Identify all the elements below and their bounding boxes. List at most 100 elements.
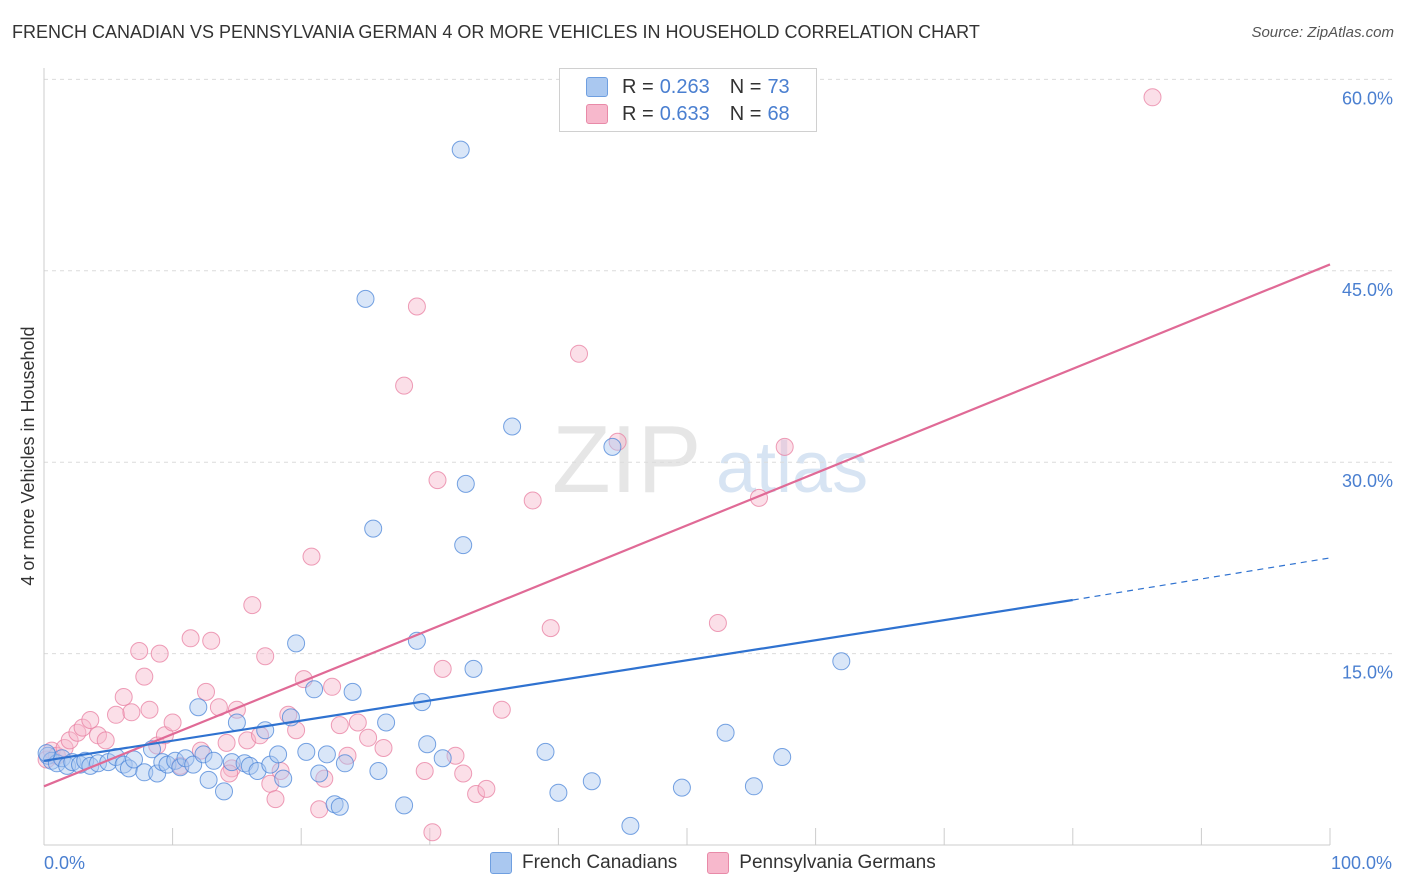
pennsylvania-german-point bbox=[570, 344, 588, 363]
stats-legend: R = 0.263 N = 73 R = 0.633 N = 68 bbox=[559, 68, 817, 132]
french-canadian-point bbox=[148, 764, 167, 783]
watermark: ZIP atlas bbox=[552, 406, 868, 513]
french-canadian-point bbox=[135, 763, 154, 782]
french-canadian-point bbox=[227, 713, 246, 732]
pennsylvania-german-point bbox=[359, 728, 378, 747]
x-tick-label: 0.0% bbox=[44, 853, 85, 873]
french-canadian-point bbox=[716, 723, 735, 742]
pennsylvania-german-point bbox=[68, 723, 87, 742]
french-canadian-point bbox=[364, 519, 383, 538]
french-canadian-point bbox=[456, 474, 475, 493]
n-value: 73 bbox=[767, 75, 790, 98]
french-canadian-point bbox=[287, 634, 306, 653]
pennsylvania-german-point bbox=[415, 762, 434, 780]
y-tick-label: 60.0% bbox=[1342, 88, 1393, 108]
pennsylvania-german-point bbox=[477, 779, 496, 798]
french-canadian-point bbox=[325, 795, 344, 814]
pennsylvania-german-trendline bbox=[43, 263, 1331, 788]
french-canadian-point bbox=[377, 713, 396, 732]
french-canadian-point bbox=[451, 140, 470, 159]
n-value: 68 bbox=[767, 102, 790, 125]
french-canadian-trendline-extension bbox=[1072, 557, 1331, 601]
french-canadian-point bbox=[37, 744, 56, 763]
french-canadian-point bbox=[433, 749, 452, 768]
french-canadian-point bbox=[204, 751, 223, 770]
pennsylvania-german-point bbox=[163, 713, 182, 732]
french-canadian-point bbox=[503, 417, 522, 436]
pennsylvania-german-point bbox=[775, 437, 794, 456]
pennsylvania-german-point bbox=[1143, 88, 1162, 107]
french-canadian-point bbox=[153, 753, 172, 772]
french-canadian-point bbox=[464, 659, 483, 678]
french-canadian-point bbox=[199, 770, 218, 789]
french-canadian-point bbox=[274, 769, 293, 788]
french-canadian-point bbox=[189, 698, 208, 717]
french-canadian-point bbox=[335, 754, 354, 773]
french-canadian-point bbox=[305, 680, 324, 699]
pennsylvania-german-point bbox=[348, 713, 367, 732]
n-label: N = bbox=[729, 102, 762, 125]
french-canadian-point bbox=[672, 778, 691, 797]
pennsylvania-german-point bbox=[428, 471, 447, 490]
pennsylvania-german-point bbox=[433, 659, 452, 678]
r-value: 0.633 bbox=[659, 102, 710, 125]
pennsylvania-german-point bbox=[140, 700, 159, 719]
pennsylvania-german-point bbox=[202, 631, 221, 650]
source-label: Source: ZipAtlas.com bbox=[1251, 24, 1394, 41]
pennsylvania-german-point bbox=[407, 297, 426, 316]
y-tick-label: 15.0% bbox=[1342, 663, 1393, 683]
french-canadian-point bbox=[744, 777, 763, 796]
pennsylvania-german-point bbox=[395, 376, 414, 395]
watermark-atlas: atlas bbox=[716, 428, 868, 508]
pennsylvania-german-point bbox=[217, 733, 236, 752]
legend-swatch-pink bbox=[586, 104, 608, 124]
y-axis-label: 4 or more Vehicles in Household bbox=[18, 326, 38, 585]
pennsylvania-german-point bbox=[114, 688, 133, 706]
pennsylvania-german-point bbox=[197, 682, 215, 701]
pennsylvania-german-point bbox=[243, 596, 262, 615]
pennsylvania-german-point bbox=[256, 647, 275, 666]
axes: 15.0% 30.0% 45.0% 60.0% 0.0% 100.0% bbox=[43, 68, 1393, 873]
pennsylvania-german-point bbox=[302, 547, 321, 566]
pennsylvania-german-point bbox=[107, 705, 125, 724]
gridlines bbox=[44, 78, 1392, 655]
french-canadian-point bbox=[832, 652, 851, 671]
pennsylvania-german-point bbox=[130, 642, 149, 660]
legend-row-french-canadians: R = 0.263 N = 73 bbox=[586, 75, 790, 99]
pennsylvania-german-point bbox=[310, 800, 329, 819]
pennsylvania-german-point bbox=[454, 764, 473, 783]
legend-item-french-canadians: French Canadians bbox=[490, 852, 677, 874]
french-canadian-point bbox=[297, 742, 316, 761]
pennsylvania-german-point bbox=[467, 785, 486, 803]
french-canadian-point bbox=[176, 749, 195, 768]
french-canadian-point bbox=[317, 745, 336, 764]
french-canadian-point bbox=[194, 745, 213, 764]
legend-label: French Canadians bbox=[522, 852, 678, 873]
french-canadian-point bbox=[454, 536, 473, 555]
french-canadian-point bbox=[343, 682, 362, 701]
french-canadian-point bbox=[549, 783, 568, 802]
pennsylvania-german-point bbox=[81, 711, 100, 729]
french-canadian-point bbox=[215, 782, 233, 801]
french-canadian-point bbox=[261, 755, 280, 774]
legend-swatch-blue bbox=[490, 852, 512, 874]
y-tick-label: 45.0% bbox=[1342, 280, 1393, 300]
pennsylvania-german-point bbox=[60, 731, 79, 750]
french-canadian-point bbox=[356, 289, 375, 308]
legend-swatch-blue bbox=[586, 77, 608, 97]
r-label: R = bbox=[622, 75, 654, 98]
french-canadian-point bbox=[222, 753, 241, 772]
legend-row-pennsylvania-germans: R = 0.633 N = 68 bbox=[586, 102, 790, 126]
legend-label: Pennsylvania Germans bbox=[739, 852, 936, 873]
chart-title: FRENCH CANADIAN VS PENNSYLVANIA GERMAN 4… bbox=[12, 22, 980, 42]
watermark-zip: ZIP bbox=[552, 406, 701, 513]
french-canadian-point bbox=[621, 816, 640, 835]
n-label: N = bbox=[729, 75, 762, 98]
french-canadian-point bbox=[536, 742, 555, 761]
french-canadian-trendline bbox=[43, 598, 1073, 762]
pennsylvania-german-point bbox=[150, 644, 169, 663]
french-canadian-point bbox=[395, 796, 414, 815]
french-canadian-point bbox=[125, 750, 143, 769]
pennsylvania-german-point bbox=[708, 614, 727, 632]
